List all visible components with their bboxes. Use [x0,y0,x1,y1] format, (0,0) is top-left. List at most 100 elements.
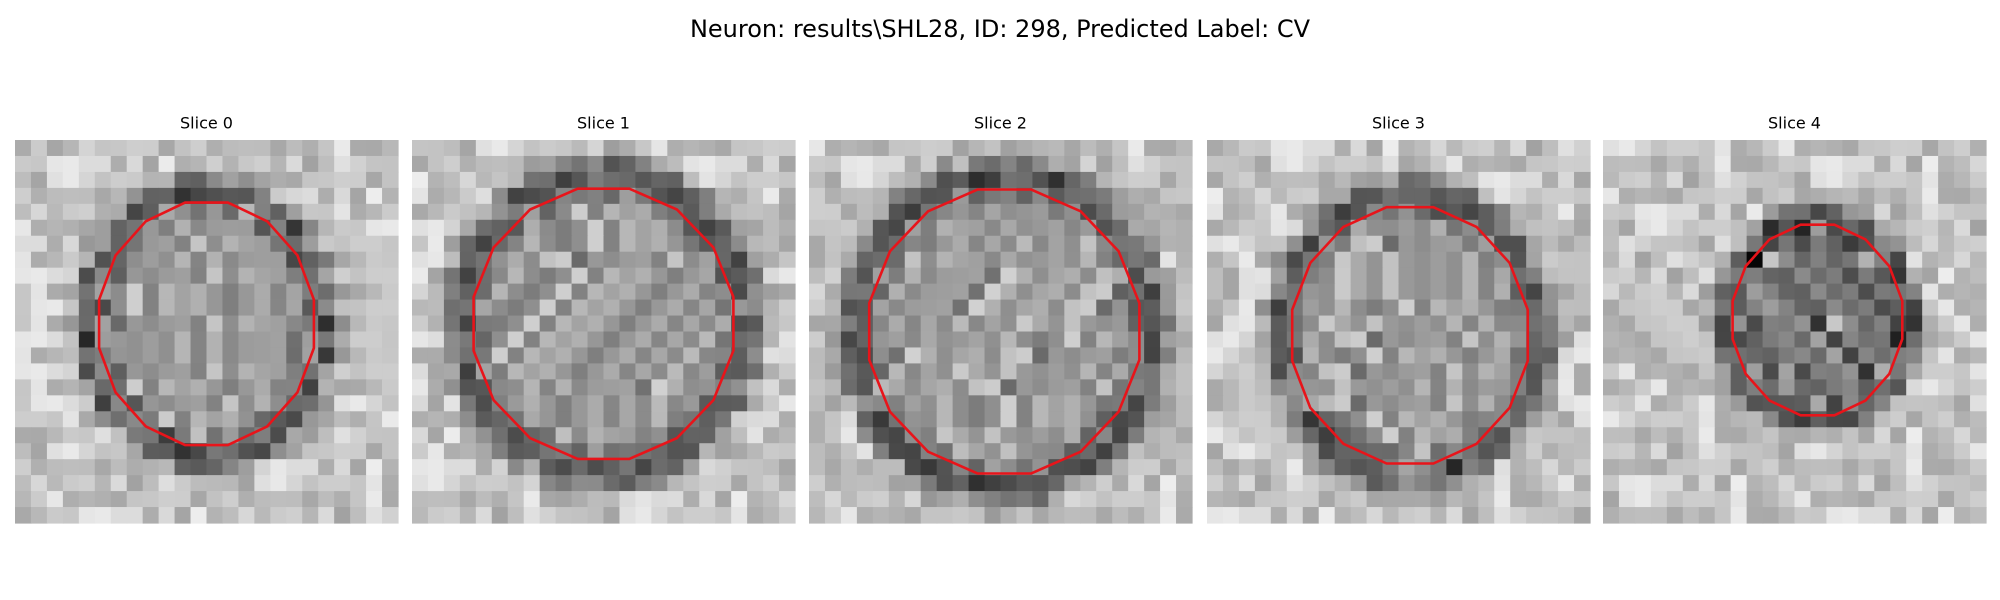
image-pixel [856,155,874,173]
image-pixel [1334,140,1352,157]
image-pixel [1558,155,1575,173]
image-pixel [1510,411,1527,428]
image-pixel [1222,507,1240,524]
image-pixel [1906,203,1923,221]
image-pixel [142,347,160,365]
image-pixel [555,459,573,476]
image-pixel [872,203,890,221]
image-pixel [1810,315,1828,333]
image-pixel [856,491,874,508]
image-pixel [507,347,525,365]
image-pixel [1144,283,1161,301]
image-pixel [715,203,732,221]
image-pixel [1398,251,1416,269]
image-pixel [174,235,192,253]
image-pixel [715,443,732,460]
image-pixel [443,299,461,317]
image-pixel [1603,459,1620,476]
image-pixel [651,315,668,333]
image-pixel [222,219,240,237]
image-pixel [635,267,652,285]
image-pixel [1922,315,1939,333]
image-pixel [302,459,319,476]
image-pixel [1762,411,1780,428]
image-pixel [238,507,255,524]
image-pixel [747,427,764,444]
image-pixel [1922,507,1939,524]
image-pixel [1542,219,1559,237]
image-pixel [318,219,335,237]
image-pixel [158,379,176,396]
image-pixel [1634,299,1652,317]
image-pixel [984,363,1002,380]
image-pixel [1238,155,1256,173]
image-pixel [1238,315,1256,333]
image-pixel [824,155,842,173]
image-pixel [888,251,906,269]
image-pixel [174,331,192,349]
image-pixel [1334,443,1352,460]
image-pixel [968,411,986,428]
image-pixel [1000,443,1018,460]
image-pixel [1526,315,1543,333]
image-pixel [334,299,351,317]
image-pixel [936,267,954,285]
image-pixel [1382,171,1400,189]
image-pixel [142,171,160,189]
image-pixel [683,443,700,460]
image-pixel [1970,155,1987,173]
image-pixel [1494,171,1511,189]
image-pixel [1254,187,1272,205]
image-pixel [904,251,922,269]
image-pixel [1430,443,1447,460]
image-pixel [1430,187,1447,205]
image-pixel [1858,443,1875,460]
image-pixel [412,155,429,173]
image-pixel [412,235,429,253]
image-pixel [1000,379,1018,396]
image-pixel [1016,459,1034,476]
image-pixel [872,411,890,428]
image-pixel [1842,187,1859,205]
image-pixel [190,219,208,237]
image-pixel [968,299,986,317]
image-pixel [491,395,509,412]
image-pixel [619,203,637,221]
image-pixel [1144,395,1161,412]
image-pixel [1526,347,1543,365]
image-pixel [667,235,684,253]
image-pixel [920,363,938,380]
image-pixel [206,363,224,380]
image-pixel [1810,491,1828,508]
image-pixel [840,171,858,189]
image-pixel [1542,171,1559,189]
image-pixel [904,203,922,221]
image-pixel [1603,331,1620,349]
image-pixel [1558,171,1575,189]
image-pixel [318,283,335,301]
image-pixel [824,299,842,317]
image-pixel [491,171,509,189]
image-pixel [1398,283,1416,301]
image-pixel [619,155,637,173]
image-pixel [1746,347,1764,365]
image-pixel [350,187,367,205]
image-pixel [94,411,112,428]
image-pixel [1730,411,1748,428]
image-pixel [1714,140,1732,157]
image-pixel [840,187,858,205]
image-pixel [936,411,954,428]
image-pixel [715,283,732,301]
image-pixel [683,427,700,444]
image-pixel [1714,459,1732,476]
image-pixel [984,395,1002,412]
image-pixel [1222,140,1240,157]
image-pixel [1064,443,1081,460]
image-pixel [1634,235,1652,253]
image-pixel [1366,267,1384,285]
image-pixel [1286,315,1304,333]
image-pixel [1112,283,1129,301]
image-pixel [587,331,605,349]
image-pixel [1080,283,1097,301]
image-pixel [110,171,128,189]
